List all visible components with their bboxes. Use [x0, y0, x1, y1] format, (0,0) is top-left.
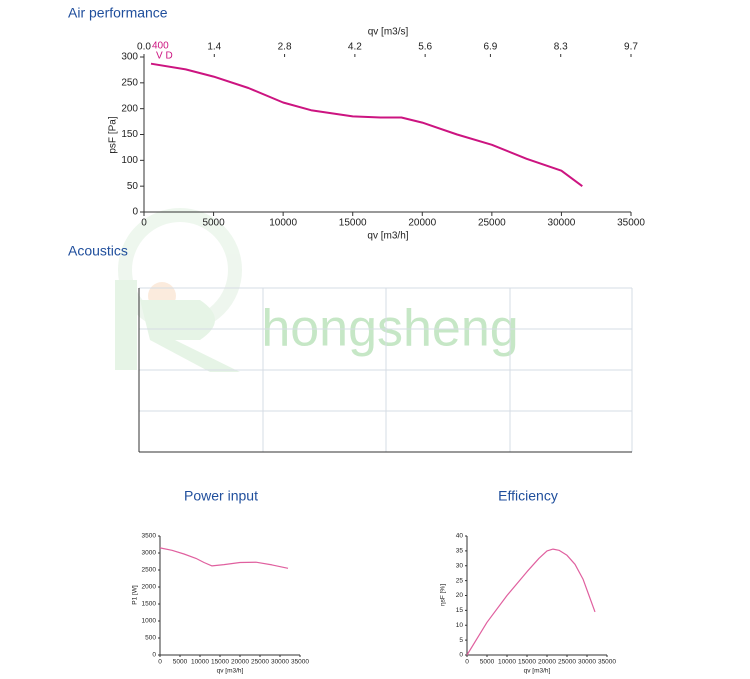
y-axis-label: psF [Pa] — [108, 116, 119, 153]
x-tick-label: 5000 — [173, 658, 188, 665]
x-tick-label: 5000 — [202, 218, 225, 229]
y-tick-label: 10 — [456, 622, 464, 629]
logo-arc — [118, 208, 242, 332]
y-tick-label: 300 — [121, 52, 138, 63]
y-tick-label: 200 — [121, 103, 138, 114]
x-tick-label: 15000 — [339, 218, 367, 229]
y-tick-label: 1500 — [142, 601, 157, 608]
x2-tick-label: 9.7 — [624, 42, 638, 53]
y-tick-label: 1000 — [142, 618, 157, 625]
x-tick-label: 35000 — [291, 658, 309, 665]
x-axis-label: qv [m3/h] — [217, 668, 244, 675]
y-axis-label: P1 [W] — [132, 585, 139, 605]
x-tick-label: 15000 — [211, 658, 229, 665]
x2-tick-label: 0.0 — [137, 42, 151, 53]
chart-title: Power input — [184, 488, 258, 504]
data-line — [159, 547, 289, 569]
x2-tick-label: 8.3 — [554, 42, 568, 53]
x-tick-label: 20000 — [231, 658, 249, 665]
y-tick-label: 35 — [456, 548, 464, 555]
x-tick-label: 10000 — [191, 658, 209, 665]
logo-r — [140, 300, 240, 372]
y-tick-label: 150 — [121, 129, 138, 140]
watermark-logo — [115, 208, 242, 372]
chart-title: Air performance — [68, 5, 168, 21]
y-tick-label: 0 — [132, 207, 138, 218]
x-tick-label: 25000 — [558, 658, 576, 665]
y-tick-label: 0 — [459, 652, 463, 659]
annotation: V D — [156, 51, 173, 62]
x-tick-label: 25000 — [478, 218, 506, 229]
y-tick-label: 50 — [127, 181, 139, 192]
y-tick-label: 40 — [456, 533, 464, 540]
y-tick-label: 250 — [121, 77, 138, 88]
x-tick-label: 35000 — [598, 658, 616, 665]
y-tick-label: 2000 — [142, 584, 157, 591]
x-axis-label: qv [m3/h] — [367, 231, 408, 242]
data-line — [466, 548, 596, 656]
logo-sun — [148, 282, 176, 310]
y-tick-label: 20 — [456, 592, 464, 599]
data-line — [150, 62, 583, 188]
y-tick-label: 100 — [121, 155, 138, 166]
x2-tick-label: 2.8 — [278, 42, 292, 53]
x-tick-label: 30000 — [578, 658, 596, 665]
y-tick-label: 500 — [145, 635, 156, 642]
x-tick-label: 0 — [465, 658, 469, 665]
acoustics-grid — [138, 287, 633, 453]
y-tick-label: 0 — [152, 652, 156, 659]
annotation: 400 — [152, 41, 169, 52]
x2-tick-label: 1.4 — [207, 42, 221, 53]
y-tick-label: 3000 — [142, 550, 157, 557]
x-tick-label: 30000 — [548, 218, 576, 229]
chart-title: Efficiency — [498, 488, 558, 504]
x-tick-label: 30000 — [271, 658, 289, 665]
y-tick-label: 3500 — [142, 533, 157, 540]
x-tick-label: 0 — [158, 658, 162, 665]
x-tick-label: 35000 — [617, 218, 645, 229]
x-tick-label: 20000 — [408, 218, 436, 229]
y-axis-label: ηsF [%] — [440, 584, 447, 606]
y-tick-label: 30 — [456, 562, 464, 569]
chart-title: Acoustics — [68, 243, 128, 259]
x-tick-label: 20000 — [538, 658, 556, 665]
x-tick-label: 15000 — [518, 658, 536, 665]
x-tick-label: 5000 — [480, 658, 495, 665]
x-tick-label: 10000 — [269, 218, 297, 229]
y-tick-label: 15 — [456, 607, 464, 614]
x2-tick-label: 6.9 — [483, 42, 497, 53]
y-tick-label: 2500 — [142, 567, 157, 574]
logo-bar — [115, 280, 137, 370]
x-tick-label: 10000 — [498, 658, 516, 665]
y-tick-label: 25 — [456, 577, 464, 584]
y-tick-label: 5 — [459, 637, 463, 644]
x2-tick-label: 4.2 — [348, 42, 362, 53]
x2-tick-label: 5.6 — [418, 42, 432, 53]
x-axis-label: qv [m3/h] — [524, 668, 551, 675]
x-tick-label: 0 — [141, 218, 147, 229]
x2-axis-label: qv [m3/s] — [368, 27, 409, 38]
x-tick-label: 25000 — [251, 658, 269, 665]
